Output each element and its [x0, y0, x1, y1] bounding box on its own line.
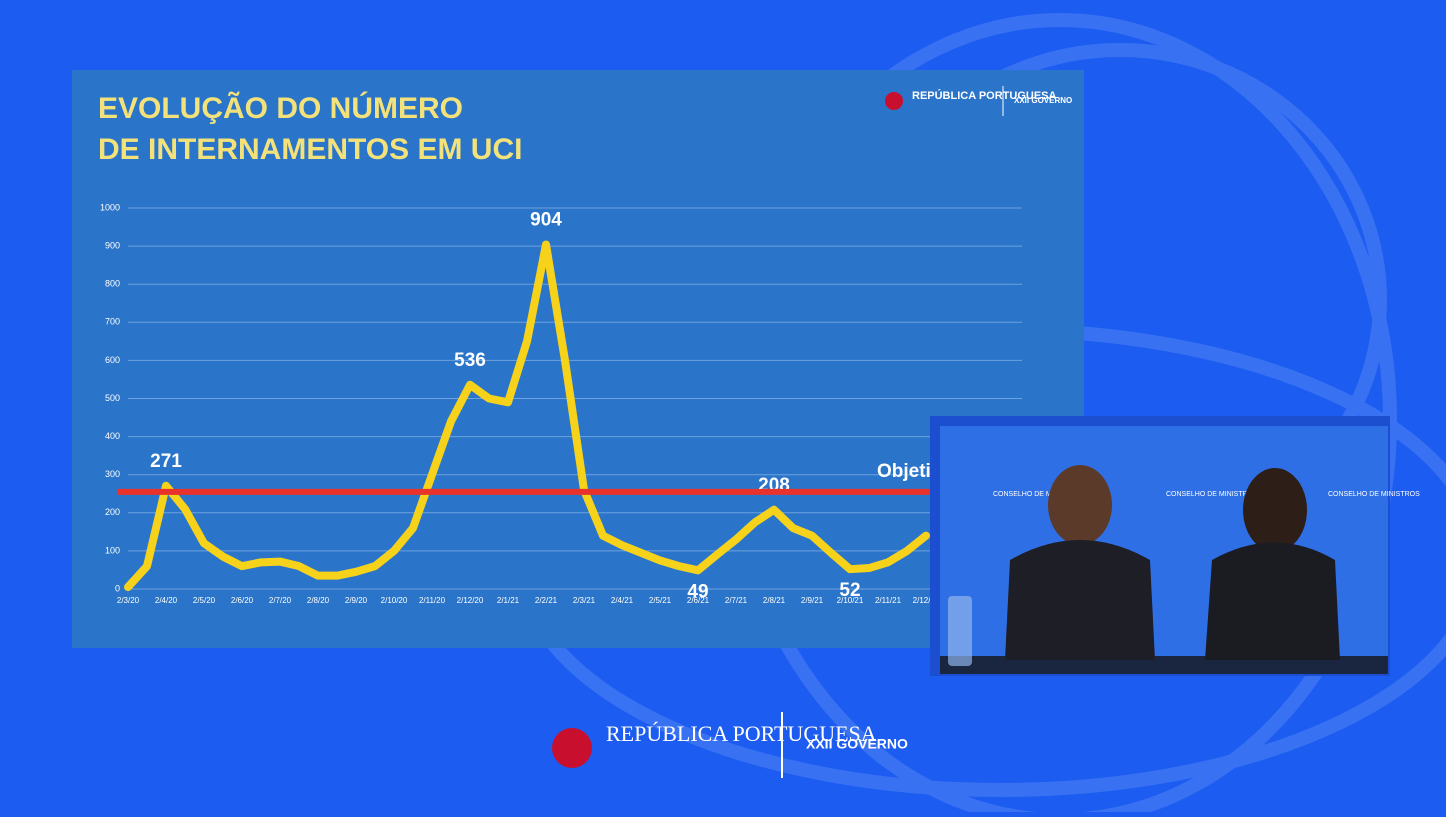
x-tick-label: 2/2/21 — [535, 596, 558, 605]
y-tick-label: 800 — [105, 279, 120, 289]
y-tick-label: 300 — [105, 469, 120, 479]
x-tick-label: 2/8/21 — [763, 596, 786, 605]
x-tick-label: 2/12/21 — [913, 596, 940, 605]
value-label: 49 — [687, 581, 708, 602]
x-tick-label: 2/5/21 — [649, 596, 672, 605]
y-tick-label: 500 — [105, 393, 120, 403]
x-tick-label: 2/7/20 — [269, 596, 292, 605]
value-label: 52 — [839, 580, 860, 601]
x-tick-label: 2/1/21 — [497, 596, 520, 605]
x-tick-label: 2/6/20 — [231, 596, 254, 605]
y-tick-label: 200 — [105, 507, 120, 517]
backdrop-text: CONSELHO DE MINISTROS — [1328, 491, 1420, 498]
x-tick-label: 2/10/21 — [837, 596, 864, 605]
footer-emblem — [552, 728, 592, 768]
x-tick-label: 2/7/21 — [725, 596, 748, 605]
backdrop-text: CONSELHO DE MINISTROS — [993, 491, 1085, 498]
x-tick-label: 2/9/21 — [801, 596, 824, 605]
slide — [72, 70, 1084, 648]
person-body — [1005, 540, 1155, 660]
bottle — [948, 596, 972, 666]
y-tick-label: 100 — [105, 545, 120, 555]
y-tick-label: 400 — [105, 431, 120, 441]
x-tick-label: 2/12/20 — [457, 596, 484, 605]
table — [940, 656, 1388, 674]
x-tick-label: 2/3/20 — [117, 596, 140, 605]
footer-logo: REPÚBLICA PORTUGUESA — [606, 721, 877, 746]
x-tick-label: 2/4/20 — [155, 596, 178, 605]
x-tick-label: 2/5/20 — [193, 596, 216, 605]
value-label: 536 — [454, 350, 486, 371]
y-tick-label: 900 — [105, 240, 120, 250]
video-inset: CONSELHO DE MINISTROS CONSELHO DE MINIST… — [930, 416, 1420, 676]
person-head — [1048, 465, 1112, 545]
y-tick-label: 700 — [105, 317, 120, 327]
logo-emblem — [885, 92, 903, 110]
person-body — [1205, 542, 1340, 660]
x-tick-label: 2/6/21 — [687, 596, 710, 605]
y-tick-label: 1000 — [100, 202, 120, 212]
x-tick-label: 2/4/21 — [611, 596, 634, 605]
backdrop-text: CONSELHO DE MINISTROS — [1166, 491, 1258, 498]
value-label: 271 — [150, 451, 182, 472]
x-tick-label: 2/11/20 — [419, 596, 446, 605]
x-tick-label: 2/8/20 — [307, 596, 330, 605]
data-line — [124, 240, 930, 592]
chart-title: DE INTERNAMENTOS EM UCI — [98, 133, 522, 166]
person-head — [1243, 468, 1307, 552]
footer-government: XXII GOVERNO — [806, 736, 908, 752]
y-tick-label: 0 — [115, 583, 120, 593]
value-label: 904 — [530, 210, 562, 231]
x-tick-label: 2/11/21 — [875, 596, 902, 605]
y-tick-label: 600 — [105, 355, 120, 365]
logo-text: REPÚBLICA PORTUGUESA — [912, 89, 1056, 102]
chart-title: EVOLUÇÃO DO NÚMERO — [98, 91, 463, 125]
x-tick-label: 2/9/20 — [345, 596, 368, 605]
logo-government: XXII GOVERNO — [1014, 96, 1072, 105]
x-tick-label: 2/10/20 — [381, 596, 408, 605]
x-tick-label: 2/3/21 — [573, 596, 596, 605]
